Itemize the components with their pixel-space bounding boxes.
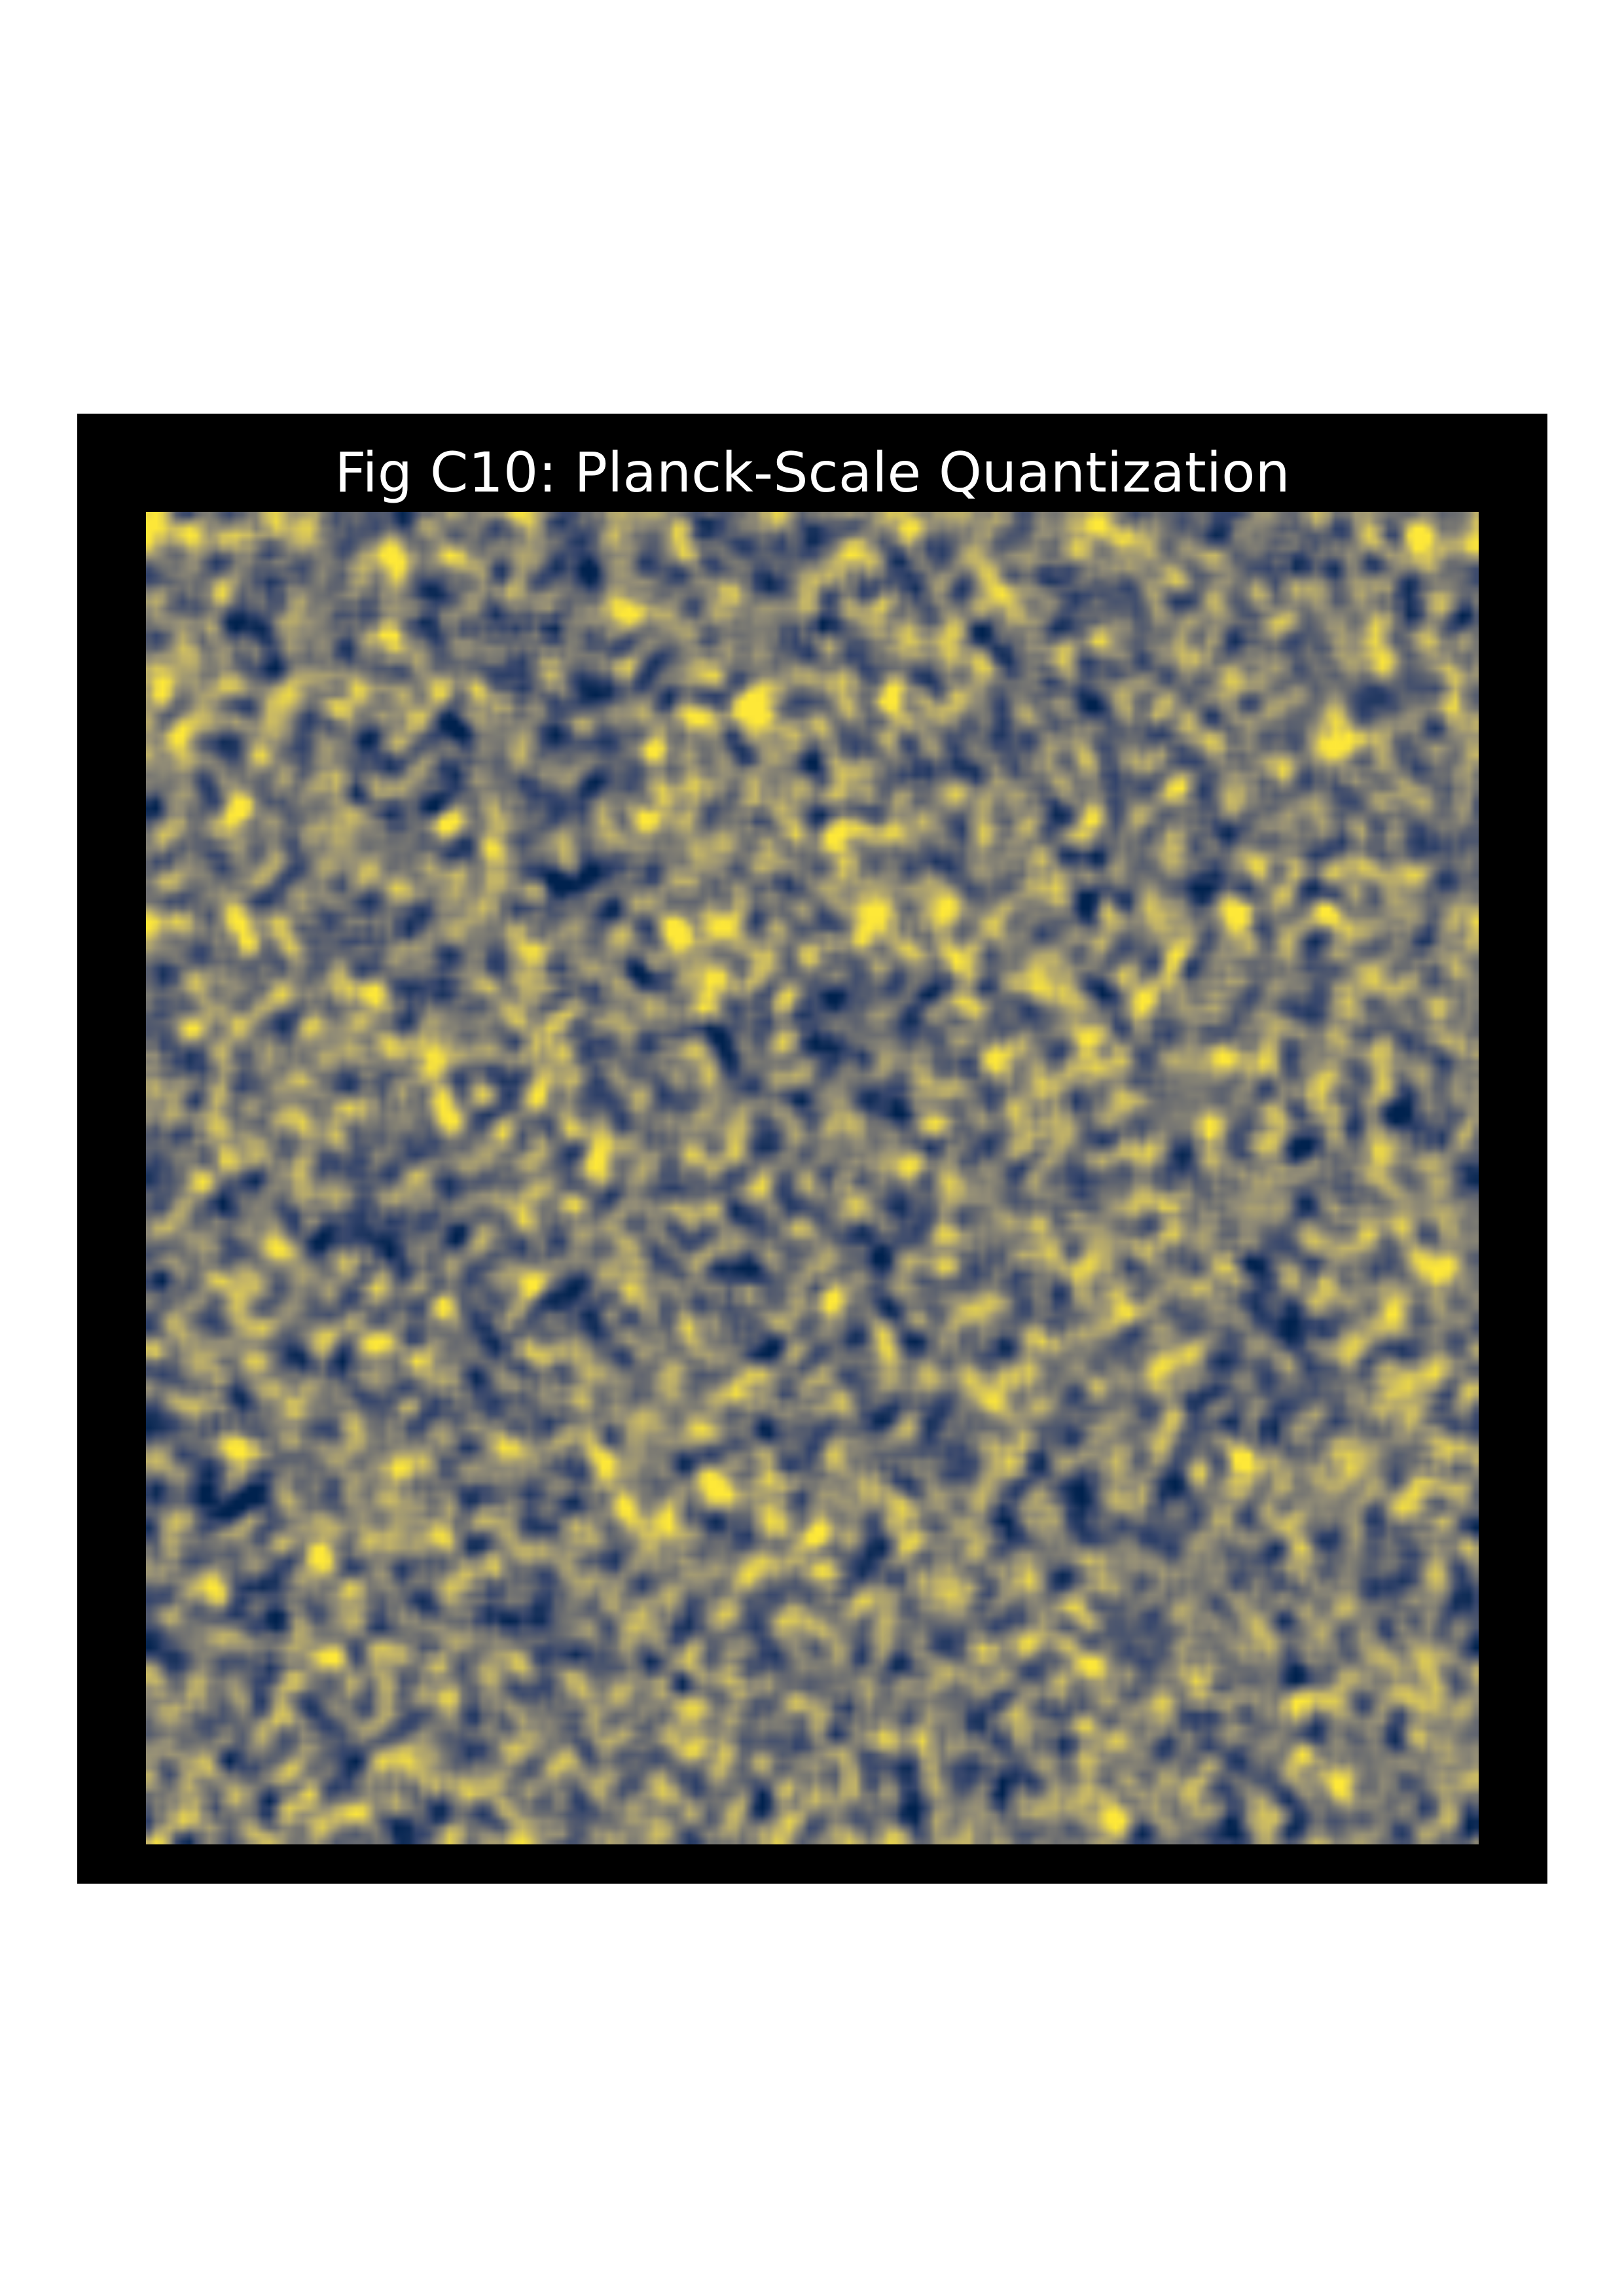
heatmap-image <box>146 512 1479 1844</box>
heatmap-plot-area <box>146 512 1479 1844</box>
chart-title: Fig C10: Planck-Scale Quantization <box>334 440 1290 505</box>
figure-panel: Fig C10: Planck-Scale Quantization <box>77 414 1547 1884</box>
